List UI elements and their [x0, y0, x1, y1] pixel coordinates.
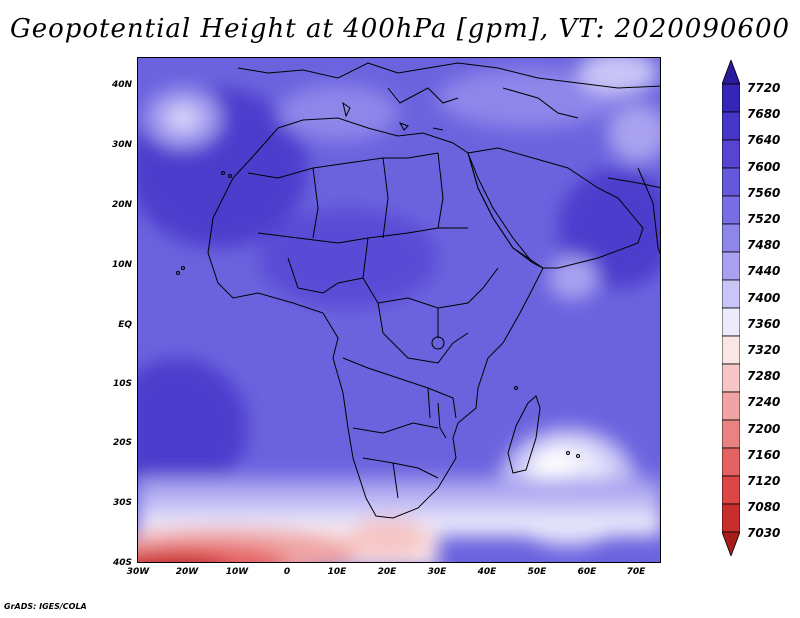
colorbar-swatch: [722, 419, 740, 449]
grads-credit: GrADS: IGES/COLA: [4, 602, 87, 611]
x-tick-label: 10W: [225, 567, 249, 577]
y-tick-label: 20N: [111, 200, 132, 210]
colorbar-bottom-arrow: [722, 531, 740, 556]
colorbar-swatch: [722, 335, 740, 365]
x-tick-label: 20E: [377, 567, 397, 577]
colorbar-swatch: [722, 139, 740, 169]
colorbar-label: 7320: [747, 343, 781, 357]
colorbar-swatch: [722, 475, 740, 505]
colorbar-label: 7480: [747, 238, 781, 253]
colorbar-label: 7160: [747, 447, 781, 462]
colorbar-top-arrow: [722, 60, 740, 85]
colorbar-label: 7360: [747, 316, 781, 331]
colorbar-swatch: [722, 391, 740, 421]
x-tick-label: 40E: [477, 567, 497, 577]
x-tick-label: 20W: [175, 567, 199, 577]
colorbar-label: 7680: [747, 107, 781, 122]
colorbar-swatch: [722, 251, 740, 281]
colorbar-label: 7720: [747, 81, 781, 95]
colorbar-swatch: [722, 307, 740, 337]
x-tick-label: 30W: [126, 567, 150, 577]
map-plot-area: [137, 57, 661, 563]
colorbar-swatch: [722, 167, 740, 197]
geopotential-field: [138, 58, 660, 562]
y-tick-label: 40N: [111, 80, 132, 90]
colorbar-swatch: [722, 111, 740, 141]
x-tick-label: 10E: [327, 567, 347, 577]
colorbar-label: 7240: [747, 395, 781, 410]
x-tick-label: 50E: [527, 567, 547, 577]
colorbar-swatch: [722, 83, 740, 113]
colorbar-label: 7520: [747, 212, 781, 226]
y-tick-label: EQ: [118, 320, 132, 330]
colorbar-label: 7400: [747, 290, 781, 305]
map-title: Geopotential Height at 400hPa [gpm], VT:…: [9, 14, 791, 44]
y-tick-label: 30S: [112, 498, 132, 508]
colorbar-swatch: [722, 447, 740, 477]
colorbar-label: 7030: [747, 526, 781, 541]
y-tick-label: 10S: [112, 379, 132, 389]
coastlines: [176, 62, 660, 519]
colorbar-label: 7600: [747, 159, 781, 174]
y-tick-label: 20S: [112, 438, 132, 448]
colorbar-label: 7440: [747, 264, 781, 279]
colorbar-label: 7080: [747, 500, 781, 515]
colorbar-label: 7560: [747, 185, 781, 200]
y-tick-label: 30N: [111, 140, 132, 150]
colorbar-swatch: [722, 503, 740, 533]
colorbar-label: 7120: [747, 474, 781, 488]
height-shading: [138, 58, 660, 562]
x-tick-label: 60E: [577, 567, 597, 577]
colorbar: [722, 60, 740, 556]
colorbar-swatch: [722, 279, 740, 309]
y-tick-label: 10N: [111, 260, 132, 270]
y-tick-label: 40S: [112, 558, 132, 568]
colorbar-swatch: [722, 363, 740, 393]
colorbar-label: 7640: [747, 133, 781, 148]
x-tick-label: 0: [283, 567, 291, 577]
x-tick-label: 70E: [626, 567, 646, 577]
x-tick-label: 30E: [427, 567, 447, 577]
colorbar-swatch: [722, 223, 740, 253]
colorbar-label: 7200: [747, 421, 781, 436]
colorbar-label: 7280: [747, 369, 781, 384]
colorbar-swatch: [722, 195, 740, 225]
